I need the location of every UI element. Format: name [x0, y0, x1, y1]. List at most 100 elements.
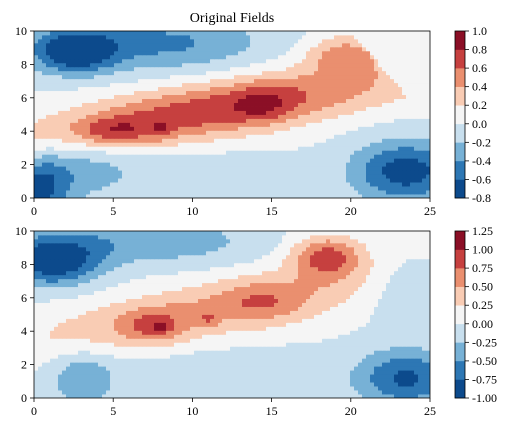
top-contour-cell — [330, 58, 335, 64]
bottom-contour-cell — [338, 382, 343, 387]
bottom-contour-cell — [358, 370, 363, 375]
top-contour-cell — [134, 106, 139, 111]
top-contour-cell — [238, 150, 243, 155]
top-contour-cell — [354, 50, 359, 56]
bottom-contour-cell — [198, 390, 203, 395]
top-contour-cell — [350, 178, 355, 183]
top-contour-cell — [326, 158, 331, 163]
top-contour-cell — [78, 66, 83, 72]
top-contour-cell — [246, 182, 251, 187]
top-contour-cell — [150, 86, 155, 92]
top-contour-cell — [338, 118, 343, 123]
top-contour-cell — [110, 106, 115, 111]
top-contour-cell — [418, 130, 423, 135]
top-contour-cell — [74, 114, 79, 119]
top-contour-cell — [410, 126, 415, 131]
top-contour-cell — [326, 182, 331, 187]
top-contour-cell — [286, 138, 291, 143]
top-contour-cell — [266, 178, 271, 183]
top-contour-cell — [54, 138, 59, 143]
top-contour-cell — [210, 66, 215, 72]
top-contour-cell — [62, 34, 67, 40]
top-contour-cell — [202, 166, 207, 171]
top-contour-cell — [394, 50, 399, 56]
top-contour-cell — [114, 134, 119, 139]
top-contour-cell — [170, 78, 175, 84]
top-contour-cell — [254, 138, 259, 143]
top-contour-cell — [74, 142, 79, 147]
top-contour-cell — [178, 194, 183, 198]
top-contour-cell — [290, 38, 295, 44]
top-contour-cell — [266, 154, 271, 159]
top-contour-cell — [154, 46, 159, 52]
top-contour-cell — [290, 114, 295, 119]
top-contour-cell — [190, 110, 195, 115]
bottom-contour-cell — [262, 378, 267, 383]
top-contour-cell — [322, 194, 327, 198]
top-contour-cell — [90, 154, 95, 159]
top-contour-cell — [234, 114, 239, 119]
top-contour-cell — [246, 70, 251, 76]
top-contour-cell — [286, 178, 291, 183]
top-contour-cell — [46, 174, 51, 179]
top-contour-cell — [122, 134, 127, 139]
top-contour-cell — [126, 126, 131, 131]
top-contour-cell — [258, 106, 263, 111]
top-contour-cell — [242, 94, 247, 99]
top-contour-cell — [414, 126, 419, 131]
top-contour-cell — [190, 150, 195, 155]
top-contour-cell — [290, 146, 295, 151]
top-contour-cell — [306, 190, 311, 195]
top-contour-cell — [414, 118, 419, 123]
top-contour-cell — [222, 66, 227, 72]
top-contour-cell — [226, 130, 231, 135]
top-contour-cell — [74, 138, 79, 143]
top-contour-cell — [398, 66, 403, 72]
top-contour-cell — [274, 102, 279, 107]
top-contour-cell — [342, 31, 347, 36]
top-contour-cell — [410, 70, 415, 76]
top-contour-cell — [358, 158, 363, 163]
top-contour-cell — [282, 54, 287, 60]
top-contour-cell — [218, 146, 223, 151]
top-contour-cell — [318, 154, 323, 159]
bottom-contour-cell — [418, 378, 423, 383]
top-contour-cell — [390, 182, 395, 187]
top-contour-cell — [342, 98, 347, 103]
top-contour-cell — [82, 122, 87, 127]
top-contour-cell — [134, 31, 139, 36]
top-contour-cell — [298, 170, 303, 175]
top-contour-cell — [426, 130, 430, 135]
top-contour-cell — [354, 122, 359, 127]
bottom-contour-cell — [158, 370, 163, 375]
top-contour-cell — [202, 154, 207, 159]
top-contour-cell — [426, 54, 430, 60]
top-contour-cell — [370, 150, 375, 155]
top-contour-cell — [118, 90, 123, 96]
top-contour-cell — [150, 158, 155, 163]
top-contour-cell — [62, 110, 67, 115]
top-contour-cell — [34, 54, 39, 60]
top-contour-cell — [114, 146, 119, 151]
bottom-contour-cell — [250, 366, 255, 371]
top-contour-cell — [182, 174, 187, 179]
top-contour-cell — [86, 50, 91, 56]
top-contour-cell — [186, 130, 191, 135]
top-contour-cell — [158, 122, 163, 127]
top-contour-cell — [94, 150, 99, 155]
top-contour-cell — [54, 86, 59, 92]
top-contour-cell — [114, 190, 119, 195]
top-contour-cell — [262, 34, 267, 40]
top-contour-cell — [182, 46, 187, 52]
top-contour-cell — [270, 190, 275, 195]
bottom-contour-cell — [410, 370, 415, 375]
top-contour-cell — [130, 62, 135, 68]
top-contour-cell — [286, 114, 291, 119]
bottom-contour-cell — [330, 390, 335, 395]
top-contour-cell — [210, 50, 215, 56]
top-contour-cell — [102, 106, 107, 111]
top-contour-cell — [110, 86, 115, 92]
top-contour-cell — [414, 82, 419, 88]
top-contour-cell — [34, 150, 39, 155]
bottom-contour-cell — [70, 386, 75, 391]
